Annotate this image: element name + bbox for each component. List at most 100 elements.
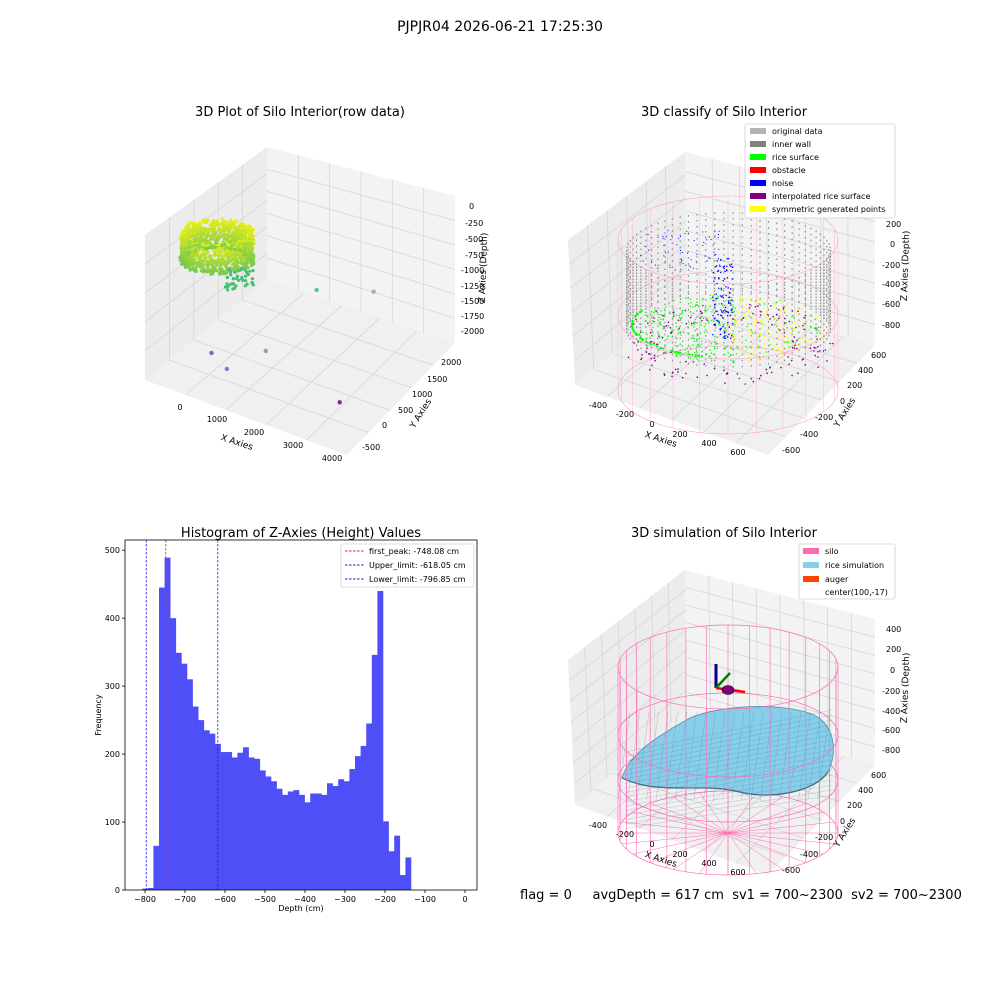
inner-wall-point [768, 290, 770, 293]
noise-point [725, 286, 727, 288]
inner-wall-point [714, 242, 716, 244]
inner-wall-point [696, 261, 698, 264]
rice-surface-point [677, 329, 680, 331]
interpolated-point [748, 307, 751, 309]
rice-surface-point [689, 346, 691, 348]
inner-wall-point [826, 302, 828, 304]
inner-wall-point [629, 257, 631, 260]
rice-surface-point [767, 331, 770, 333]
inner-wall-point [784, 242, 786, 244]
raw-cloud-point [194, 269, 198, 273]
raw-z-tick: -1000 [461, 266, 484, 275]
noise-point [665, 235, 667, 237]
histogram-bar [383, 821, 389, 890]
inner-wall-point [759, 310, 761, 312]
inner-wall-point [750, 299, 752, 301]
inner-wall-point [657, 276, 659, 279]
rice-surface-point [757, 345, 759, 347]
interpolated-point [685, 360, 687, 363]
noise-point [717, 320, 719, 322]
inner-wall-point [819, 272, 821, 275]
raw-cloud-point [249, 261, 253, 265]
noise-point [681, 260, 683, 261]
rice-surface-point [661, 314, 663, 316]
rice-surface-point [794, 342, 797, 344]
raw-data-3d-plot: 3D Plot of Silo Interior(row data) 0 100… [144, 105, 490, 463]
rice-surface-point [713, 320, 715, 322]
inner-wall-point [784, 224, 786, 226]
interpolated-point [678, 327, 680, 330]
interpolated-point [645, 351, 648, 353]
rice-surface-point [690, 314, 693, 317]
noise-point [721, 296, 723, 298]
interpolated-point [790, 359, 793, 362]
inner-wall-point [810, 251, 812, 254]
histogram-bar [360, 745, 367, 890]
inner-wall-point [632, 266, 634, 269]
noise-point [717, 313, 719, 316]
raw-plot-point-cloud [178, 217, 256, 292]
rice-surface-point [682, 331, 685, 333]
figure-suptitle: PJPJR04 2026-06-21 17:25:30 [397, 19, 603, 35]
inner-wall-point [776, 252, 778, 255]
inner-wall-point [791, 357, 793, 360]
inner-wall-point [626, 324, 628, 327]
histogram-bar [170, 618, 177, 890]
raw-x-tick: 0 [177, 403, 182, 412]
rice-surface-point [639, 337, 642, 340]
inner-wall-point [679, 252, 681, 255]
legend-swatch-symmetric-generated-points [750, 206, 766, 212]
inner-wall-point [679, 264, 681, 267]
raw-cloud-point [218, 272, 222, 276]
interpolated-point [787, 356, 789, 358]
interpolated-point [779, 329, 781, 332]
inner-wall-point [828, 334, 830, 337]
inner-wall-point [626, 262, 627, 264]
inner-wall-point [671, 299, 673, 302]
inner-wall-point [687, 251, 689, 253]
noise-point [680, 250, 681, 251]
noise-point [730, 270, 732, 272]
noise-point [663, 255, 665, 257]
inner-wall-point [687, 281, 689, 283]
noise-point [727, 315, 729, 317]
inner-wall-point [645, 284, 647, 286]
interpolated-point [797, 372, 799, 375]
noise-point [714, 277, 716, 279]
rice-surface-point [734, 340, 736, 342]
legend-label-silo: silo [825, 547, 839, 556]
inner-wall-point [826, 287, 828, 290]
inner-wall-point [784, 281, 786, 284]
inner-wall-point [629, 266, 631, 268]
inner-wall-point [784, 248, 786, 250]
classify-z-axis-label: Z Axies (Depth) [900, 231, 912, 302]
inner-wall-point [626, 286, 627, 288]
rice-surface-point [687, 326, 689, 328]
raw-cloud-point [231, 277, 235, 281]
noise-point [716, 310, 718, 313]
inner-wall-point [815, 287, 817, 290]
inner-wall-point [791, 274, 793, 276]
inner-wall-point [687, 362, 689, 365]
silo-floor-spoke [727, 832, 835, 845]
inner-wall-point [687, 290, 689, 293]
noise-point [670, 239, 672, 241]
inner-wall-point [741, 218, 743, 220]
inner-wall-point [804, 275, 806, 277]
noise-point [718, 234, 719, 235]
inner-wall-point [640, 335, 642, 338]
inner-wall-point [804, 237, 806, 239]
raw-cloud-point [188, 257, 192, 261]
inner-wall-point [829, 270, 831, 273]
histogram-bar [293, 790, 300, 890]
inner-wall-point [632, 323, 634, 325]
inner-wall-point [705, 219, 707, 221]
rice-surface-point [816, 328, 818, 331]
inner-wall-point [819, 245, 821, 248]
rice-surface-point [681, 354, 683, 356]
interpolated-point [740, 319, 743, 321]
rice-surface-point [719, 324, 721, 326]
inner-wall-point [804, 287, 806, 289]
interpolated-point [792, 341, 795, 343]
histogram-bar [276, 788, 283, 890]
